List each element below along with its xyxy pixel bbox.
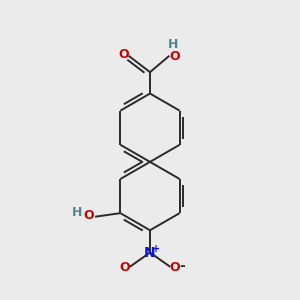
Text: O: O <box>169 261 180 274</box>
Text: H: H <box>168 38 178 51</box>
Text: N: N <box>144 245 156 260</box>
Text: O: O <box>83 209 94 222</box>
Text: O: O <box>169 50 180 64</box>
Text: +: + <box>152 244 160 254</box>
Text: H: H <box>71 206 82 219</box>
Text: O: O <box>119 261 130 274</box>
Text: -: - <box>179 259 185 273</box>
Text: O: O <box>118 48 129 61</box>
